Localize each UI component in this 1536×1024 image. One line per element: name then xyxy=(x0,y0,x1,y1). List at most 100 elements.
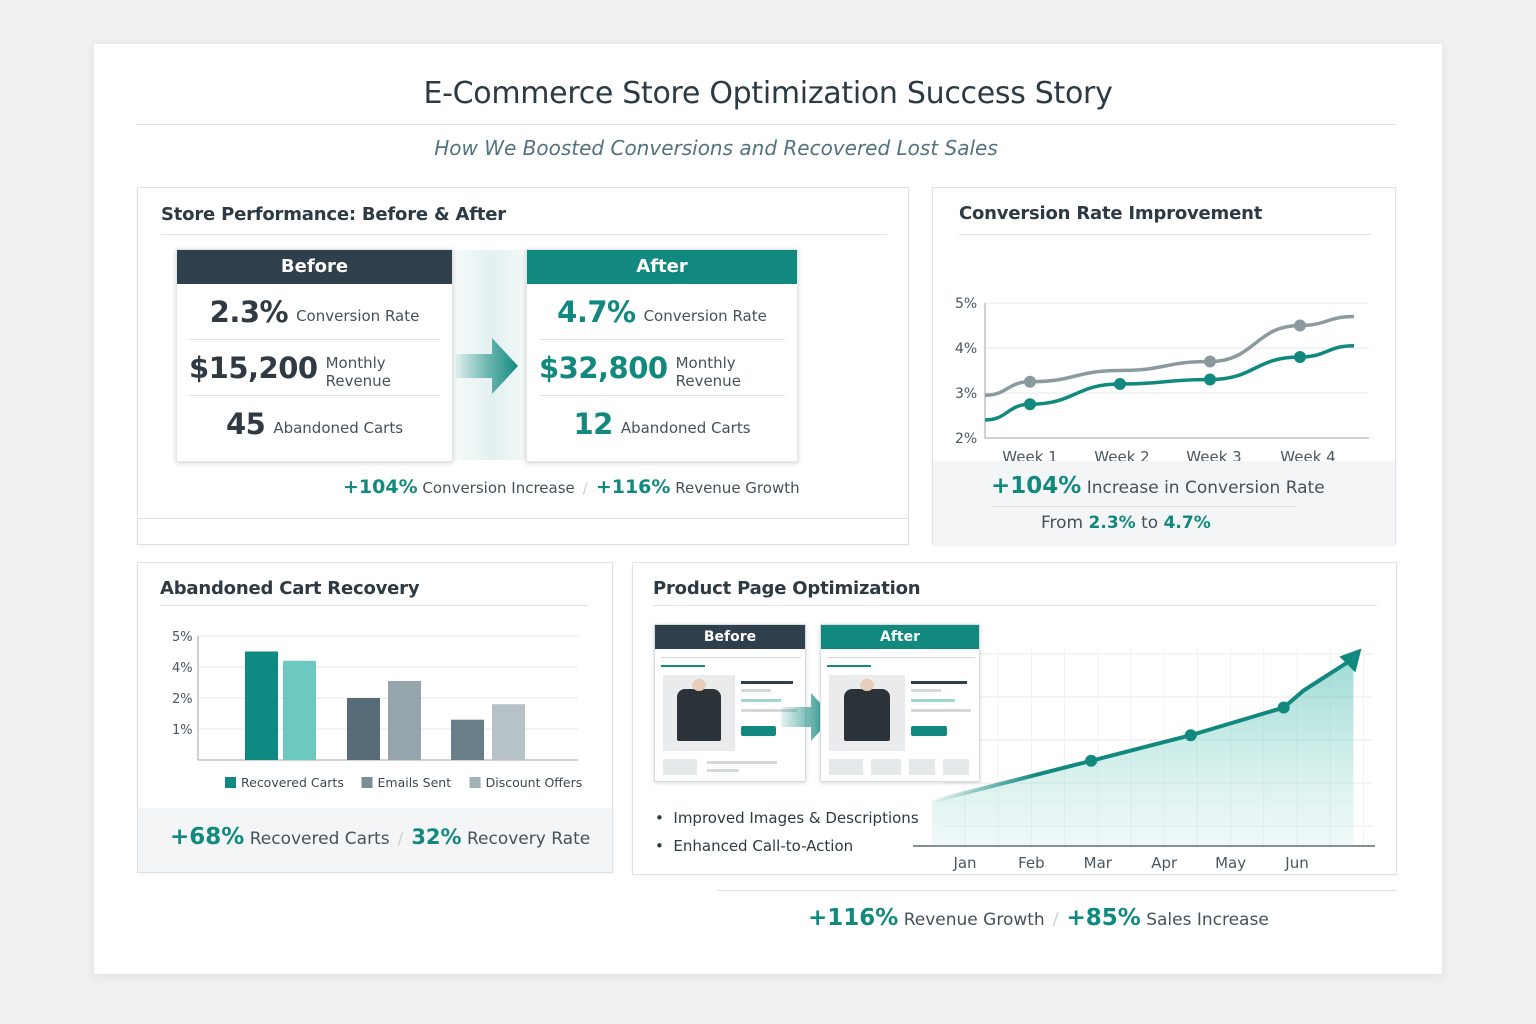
after-label: Monthly Revenue xyxy=(675,353,741,390)
divider xyxy=(959,234,1371,235)
data-point xyxy=(1204,355,1216,368)
after-header: After xyxy=(527,250,797,284)
before-value: 45 xyxy=(225,407,266,441)
data-point xyxy=(1024,398,1036,411)
conversion-footer: +104% Increase in Conversion Rate From 2… xyxy=(933,461,1395,545)
y-tick-label: 5% xyxy=(172,630,193,645)
after-label: Abandoned Carts xyxy=(620,419,751,437)
bottom-summary: +116% Revenue Growth / +85% Sales Increase xyxy=(808,905,1269,931)
bullet-item: • Enhanced Call-to-Action xyxy=(655,837,854,855)
product-image xyxy=(829,675,905,751)
bar xyxy=(283,660,316,760)
footer-value: 32% xyxy=(411,825,462,849)
footer-value: +104% xyxy=(991,473,1082,499)
summary-label: Sales Increase xyxy=(1146,910,1269,930)
summary-label: Revenue Growth xyxy=(903,910,1045,930)
x-tick-label: Feb xyxy=(1018,854,1045,872)
footer-value: +68% xyxy=(170,824,245,850)
data-point xyxy=(1204,373,1216,386)
legend-swatch xyxy=(225,777,236,788)
before-page-mockup: Before xyxy=(654,624,806,782)
before-label: Conversion Rate xyxy=(296,306,420,325)
data-point xyxy=(1085,754,1098,767)
after-value: 12 xyxy=(573,407,613,441)
to-value: 4.7% xyxy=(1163,513,1211,533)
bar xyxy=(347,698,380,760)
bar xyxy=(492,704,525,760)
to-label: to xyxy=(1141,513,1159,533)
data-point xyxy=(1024,375,1036,388)
summary-value: +104% xyxy=(343,476,418,498)
y-tick-label: 1% xyxy=(172,723,193,738)
x-tick-label: Mar xyxy=(1084,854,1113,872)
y-tick-label: 3% xyxy=(955,386,977,402)
x-tick-label: Jan xyxy=(952,854,976,872)
footer-label: Recovery Rate xyxy=(466,829,591,849)
bullet-text: Improved Images & Descriptions xyxy=(673,809,919,827)
store-performance-panel: Store Performance: Before & After Before… xyxy=(137,187,909,545)
trend-line xyxy=(931,656,1355,804)
divider xyxy=(653,605,1377,606)
arrow-right-icon xyxy=(456,338,518,394)
before-label: Monthly Revenue xyxy=(325,353,391,390)
revenue-area-chart: Jan Feb Mar Apr May Jun xyxy=(913,648,1375,872)
bar xyxy=(245,651,278,760)
data-point xyxy=(1184,729,1197,742)
data-point xyxy=(1114,378,1126,390)
cta-button xyxy=(911,726,947,736)
before-card: Before 2.3% Conversion Rate $15,200 Monthl… xyxy=(176,249,453,462)
data-point xyxy=(1294,319,1306,332)
before-value: $15,200 xyxy=(189,350,318,385)
cart-bar-chart: 1% 2% 4% 5% Recovered Carts Emails Sent Discou… xyxy=(172,630,583,790)
separator: / xyxy=(397,829,404,849)
before-value: 2.3% xyxy=(209,294,289,329)
panel-title: Product Page Optimization xyxy=(653,578,921,599)
mockup-header: After xyxy=(821,625,979,649)
legend-label: Recovered Carts xyxy=(241,775,344,790)
bullet-item: • Improved Images & Descriptions xyxy=(655,809,919,827)
summary-value: +116% xyxy=(808,905,899,931)
bar xyxy=(388,680,421,760)
panel-title: Abandoned Cart Recovery xyxy=(160,578,420,599)
cta-button xyxy=(741,726,776,736)
after-card: After 4.7% Conversion Rate $32,800 Monthly… xyxy=(526,249,798,462)
mockup-header: Before xyxy=(655,625,805,649)
legend-label: Discount Offers xyxy=(486,775,583,790)
legend-swatch xyxy=(469,777,481,788)
y-tick-label: 4% xyxy=(172,661,193,676)
arrow-head-icon xyxy=(1339,648,1362,673)
shirt-icon xyxy=(677,689,721,741)
legend-label: Emails Sent xyxy=(378,775,452,790)
performance-summary: +104% Conversion Increase / +116% Revenue … xyxy=(343,476,800,498)
y-tick-label: 2% xyxy=(172,692,193,707)
panel-title: Conversion Rate Improvement xyxy=(959,203,1263,224)
page-title: E-Commerce Store Optimization Success St… xyxy=(423,76,1113,111)
legend-swatch xyxy=(361,777,373,788)
bar xyxy=(451,719,484,760)
separator: / xyxy=(582,479,588,497)
divider xyxy=(138,518,908,519)
page-subtitle: How We Boosted Conversions and Recovered… xyxy=(434,136,998,160)
y-tick-label: 4% xyxy=(955,341,977,357)
conversion-rate-panel: Conversion Rate Improvement 2% 3% 4% 5% Week… xyxy=(932,187,1396,545)
after-value: $32,800 xyxy=(539,350,668,385)
y-tick-label: 2% xyxy=(955,431,977,447)
data-point xyxy=(1294,351,1306,363)
from-label: From xyxy=(1041,513,1084,533)
after-label: Conversion Rate xyxy=(643,306,767,325)
product-page-panel: Product Page Optimization Jan Feb Mar Apr Ma… xyxy=(632,562,1397,875)
summary-label: Conversion Increase xyxy=(422,479,575,497)
summary-label: Revenue Growth xyxy=(675,479,800,497)
before-label: Abandoned Carts xyxy=(273,419,404,437)
summary-value: +85% xyxy=(1066,905,1141,931)
cart-footer: +68% Recovered Carts / 32% Recovery Rate xyxy=(138,808,612,872)
shirt-icon xyxy=(844,689,890,741)
bullet-text: Enhanced Call-to-Action xyxy=(673,837,854,855)
title-divider xyxy=(136,124,1396,125)
after-value: 4.7% xyxy=(557,294,636,329)
area-fill xyxy=(931,658,1354,846)
panel-title: Store Performance: Before & After xyxy=(161,204,506,225)
divider xyxy=(161,234,887,235)
cart-recovery-panel: Abandoned Cart Recovery 1% 2% 4% 5% Recovere… xyxy=(137,562,613,873)
summary-value: +116% xyxy=(595,476,671,498)
